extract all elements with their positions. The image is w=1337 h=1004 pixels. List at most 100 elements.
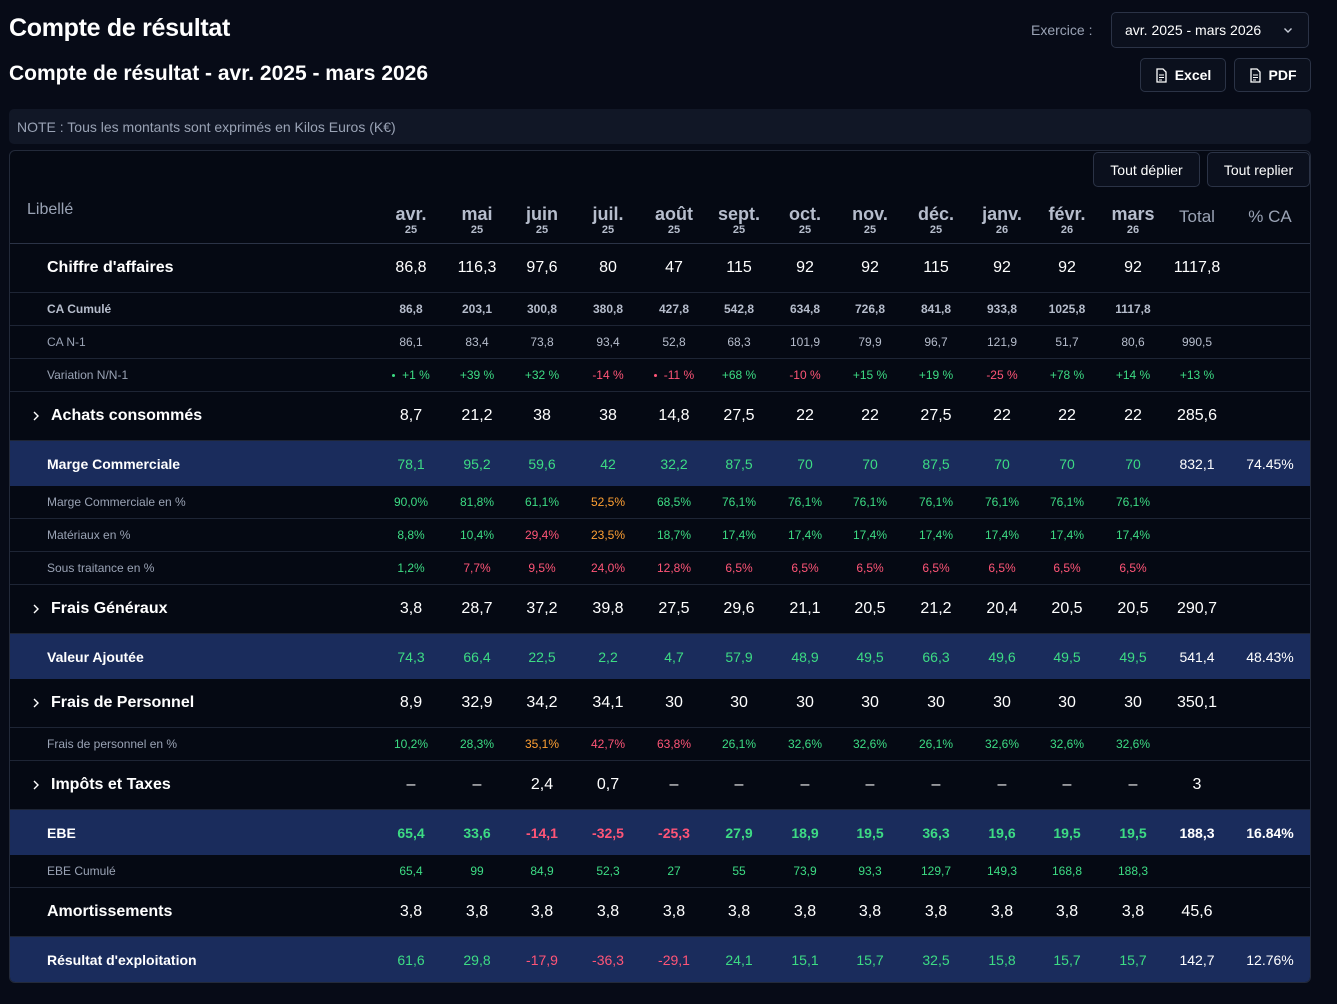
cell-value: 6,5% [791,561,819,575]
cell-value: -17,9 [526,951,558,968]
cell-value: 51,7 [1055,335,1079,349]
table-cell: 3,8 [772,888,838,936]
table-cell: 34,2 [509,679,575,727]
cell-value: 841,8 [920,302,952,316]
table-cell: 61,6 [378,937,444,982]
row-label: Frais Généraux [51,600,168,617]
table-cell: 17,4% [706,519,772,551]
row-label: Marge Commerciale [47,455,181,472]
table-cell: 76,1% [706,486,772,518]
cell-value: – [472,776,482,793]
table-cell: 49,5 [1100,634,1166,679]
cell-value: 76,1% [1115,495,1151,509]
excel-export-button[interactable]: Excel [1140,58,1226,92]
cell-value: 22 [993,407,1011,424]
table-cell: 14,8 [641,392,707,440]
table-cell: 57,9 [706,634,772,679]
row-label: CA N-1 [47,335,86,349]
month-name: déc. [917,204,955,224]
column-header-month: févr. 26 [1037,204,1097,236]
cell-value: 21,2 [920,600,952,617]
exercice-select[interactable]: avr. 2025 - mars 2026 [1111,12,1309,48]
cell-value: – [406,776,416,793]
table-row: Chiffre d'affaires 86,8 116,3 97,6 80 47 115 92… [10,244,1310,293]
table-cell: 32,2 [641,441,707,486]
table-cell: 17,4% [903,519,969,551]
column-header-month: nov. 25 [840,204,900,236]
cell-value: 3,8 [858,903,882,920]
cell-value: 93,3 [858,864,882,878]
table-cell: 66,3 [903,634,969,679]
cell-value: 18,7% [656,528,692,542]
cell-value: 68,3 [727,335,751,349]
table-row[interactable]: Achats consommés 8,7 21,2 38 38 14,8 27,5 22 22 2… [10,392,1310,441]
table-cell: 115 [706,244,772,292]
cell-value: +14 % [1115,368,1151,382]
table-cell: 23,5% [575,519,641,551]
cell-value: 4,7 [664,648,684,665]
cell-value: 52,3 [596,864,620,878]
table-cell: 0,7 [575,761,641,809]
table-cell: – [1034,761,1100,809]
cell-value: 86,8 [395,259,427,276]
table-cell: 18,9 [772,810,838,855]
table-row: Sous traitance en % 1,2% 7,7% 9,5% 24,0% 12,8… [10,552,1310,585]
pct-ca-cell [1237,486,1303,518]
table-cell: 68,5% [641,486,707,518]
chevron-right-icon[interactable] [31,585,41,633]
total-cell: +13 % [1179,368,1215,382]
table-cell: 93,3 [837,855,903,887]
table-cell: 32,5 [903,937,969,982]
cell-value: 38 [533,407,551,424]
row-label: Valeur Ajoutée [47,648,144,665]
table-cell: 8,9 [378,679,444,727]
table-cell: 115 [903,244,969,292]
table-cell: 15,8 [969,937,1035,982]
chevron-right-icon[interactable] [31,392,41,440]
cell-value: 66,4 [463,648,491,665]
table-cell: 30 [903,679,969,727]
table-cell: 15,7 [1034,937,1100,982]
cell-value: 14,8 [658,407,690,424]
table-cell: 30 [837,679,903,727]
table-row[interactable]: Frais Généraux 3,8 28,7 37,2 39,8 27,5 29,6 21,… [10,585,1310,634]
column-header-month: déc. 25 [906,204,966,236]
table-cell: -11 % [641,359,707,391]
table-row[interactable]: Frais de Personnel 8,9 32,9 34,2 34,1 30 30 30 3… [10,679,1310,728]
chevron-right-icon[interactable] [31,761,41,809]
table-cell: 49,5 [837,634,903,679]
income-statement-table: Tout déplier Tout replier Libellé avr. 25… [9,150,1311,983]
table-cell: 20,4 [969,585,1035,633]
cell-value: 3,8 [530,903,554,920]
chevron-right-icon[interactable] [31,679,41,727]
cell-value: 70 [1125,455,1141,472]
total-cell [1164,552,1230,584]
total-cell: 45,6 [1181,903,1213,920]
row-label: Matériaux en % [47,528,131,542]
cell-value: 65,4 [399,864,423,878]
month-name: janv. [982,204,1022,224]
table-cell: 76,1% [969,486,1035,518]
table-cell: 39,8 [575,585,641,633]
total-cell: 3 [1192,776,1202,793]
cell-value: 427,8 [658,302,690,316]
cell-value: 0,7 [596,776,620,793]
cell-value: +68 % [721,368,757,382]
cell-value: 17,4% [1115,528,1151,542]
collapse-all-button[interactable]: Tout replier [1207,152,1310,187]
table-cell: 2,4 [509,761,575,809]
cell-value: 9,5% [528,561,556,575]
pdf-export-button[interactable]: PDF [1234,58,1311,92]
table-row[interactable]: Impôts et Taxes – – 2,4 0,7 – – – – – – – – 3 [10,761,1310,810]
table-cell: 83,4 [444,326,510,358]
table-cell: 21,1 [772,585,838,633]
expand-all-button[interactable]: Tout déplier [1093,152,1200,187]
cell-value: 203,1 [461,302,493,316]
cell-value: 22 [861,407,879,424]
excel-button-label: Excel [1174,67,1212,83]
table-cell: 3,8 [903,888,969,936]
table-cell: – [378,761,444,809]
table-cell: 47 [641,244,707,292]
month-name: févr. [1048,204,1086,224]
table-cell: 32,6% [772,728,838,760]
